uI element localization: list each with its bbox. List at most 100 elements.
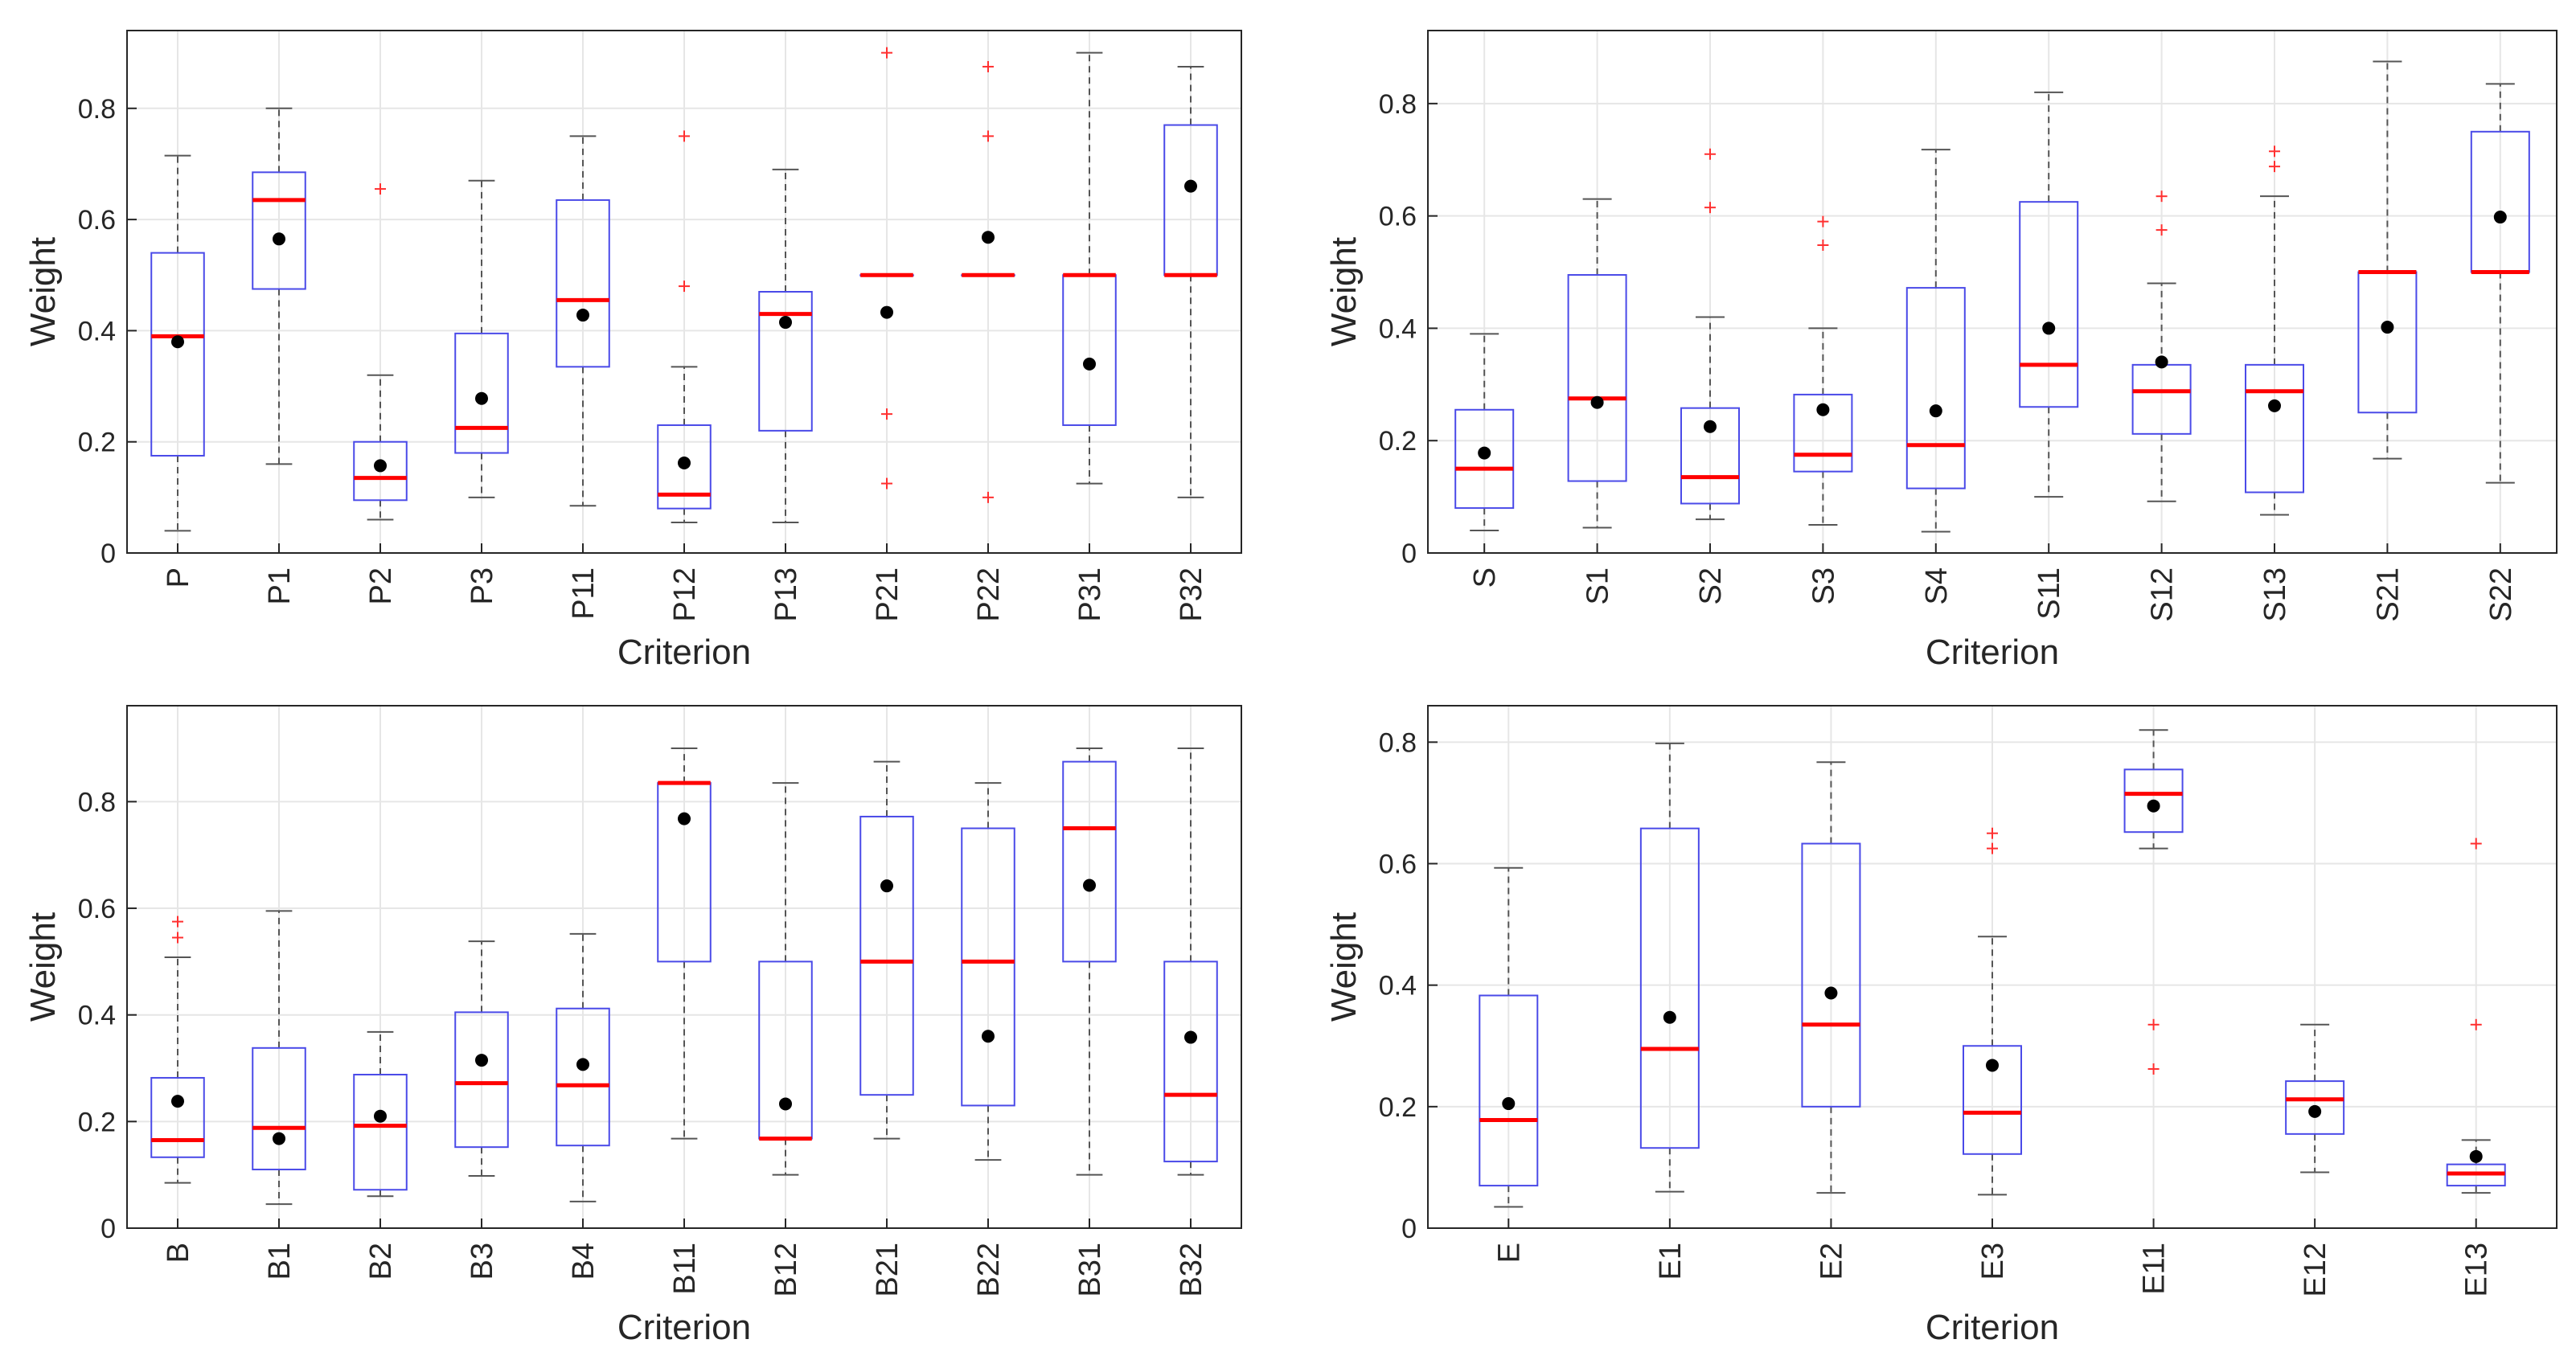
box-S3 <box>1793 215 1853 526</box>
y-tick-label: 0.2 <box>1379 426 1417 457</box>
y-tick-label: 0 <box>1401 1214 1417 1244</box>
outlier-marker <box>375 183 386 195</box>
x-tick-label: B <box>162 1243 195 1263</box>
x-tick-label: P12 <box>668 567 702 622</box>
x-tick-label: E2 <box>1815 1243 1848 1280</box>
outlier-marker <box>1704 148 1716 160</box>
box-P1 <box>252 107 306 465</box>
mean-marker <box>1478 446 1491 460</box>
iqr-box <box>353 440 408 502</box>
x-tick-label: B32 <box>1175 1243 1208 1297</box>
box-P22 <box>961 60 1015 503</box>
mean-marker <box>880 879 893 893</box>
box-B12 <box>758 782 813 1176</box>
mean-marker <box>880 305 893 319</box>
mean-marker <box>2147 799 2160 813</box>
outlier-marker <box>2269 161 2280 173</box>
iqr-box <box>556 199 610 368</box>
box-S11 <box>2019 91 2079 498</box>
box-B32 <box>1163 747 1218 1176</box>
iqr-box <box>961 827 1015 1107</box>
x-tick-label: S2 <box>1694 567 1728 604</box>
x-tick-label: S21 <box>2371 567 2405 622</box>
y-tick-label: 0.2 <box>1379 1092 1417 1123</box>
outlier-marker <box>679 130 690 142</box>
y-tick-label: 0.4 <box>1379 971 1417 1001</box>
mean-marker <box>1929 404 1942 418</box>
x-tick-label: P22 <box>972 567 1006 622</box>
mean-marker <box>576 309 589 322</box>
y-tick-label: 0 <box>100 539 116 569</box>
mean-marker <box>1184 179 1197 193</box>
iqr-box <box>1163 960 1218 1163</box>
x-tick-label: B21 <box>871 1243 904 1297</box>
x-tick-label: B1 <box>263 1243 297 1280</box>
box-B4 <box>556 932 610 1202</box>
y-axis-label: Weight <box>23 237 63 346</box>
mean-marker <box>779 316 792 330</box>
iqr-box <box>1062 760 1117 963</box>
y-axis-label: Weight <box>1324 912 1364 1022</box>
mean-marker <box>2469 1149 2483 1163</box>
mean-marker <box>1986 1059 1999 1072</box>
mean-marker <box>273 1132 285 1145</box>
x-tick-label: P13 <box>769 567 803 622</box>
box-B11 <box>657 747 712 1140</box>
x-tick-label: E13 <box>2460 1243 2494 1297</box>
x-axis-label: Criterion <box>617 633 751 672</box>
boxplot-panel-3: 0 0.2 0.4 0.6 0.8 B B1 B2 B3 B4 B11 B12 B21 B22 B31 B32… <box>23 705 1242 1347</box>
outlier-marker <box>982 491 994 503</box>
x-tick-label: S11 <box>2032 567 2066 620</box>
y-tick-label: 0.4 <box>78 1001 116 1031</box>
outlier-marker <box>2147 1063 2160 1075</box>
x-tick-label: S3 <box>1807 567 1840 604</box>
outlier-marker <box>172 915 183 928</box>
y-tick-label: 0.2 <box>78 428 116 458</box>
box-B1 <box>252 910 306 1206</box>
mean-marker <box>779 1097 792 1111</box>
iqr-box <box>1567 274 1627 482</box>
mean-marker <box>1083 879 1096 892</box>
box-P12 <box>657 130 712 523</box>
mean-marker <box>2042 322 2056 335</box>
iqr-box <box>2123 768 2184 833</box>
y-axis-label: Weight <box>1324 237 1364 346</box>
x-tick-label: B11 <box>668 1243 702 1295</box>
iqr-box <box>150 1076 205 1158</box>
box-E <box>1479 866 1539 1208</box>
iqr-box <box>2019 201 2079 408</box>
x-tick-label: B2 <box>364 1243 398 1280</box>
mean-marker <box>171 335 184 349</box>
x-tick-label: B4 <box>567 1243 601 1280</box>
outlier-marker <box>982 60 994 72</box>
mean-marker <box>1704 420 1717 433</box>
box-E12 <box>2285 1023 2345 1173</box>
box-P2 <box>353 183 408 521</box>
box-S21 <box>2357 60 2418 460</box>
y-tick-label: 0.2 <box>78 1107 116 1137</box>
x-tick-label: S12 <box>2146 567 2180 622</box>
iqr-box <box>1801 842 1861 1108</box>
y-tick-label: 0.8 <box>1379 89 1417 120</box>
x-tick-label: B12 <box>769 1243 803 1297</box>
outlier-marker <box>982 130 994 142</box>
x-tick-label: P1 <box>263 567 297 604</box>
x-tick-label: S22 <box>2484 567 2518 622</box>
x-tick-label: S1 <box>1581 567 1615 604</box>
axes-frame <box>1427 30 2558 554</box>
mean-marker <box>2493 211 2507 224</box>
outlier-marker <box>1987 842 1998 854</box>
x-tick-label: E3 <box>1976 1243 2010 1280</box>
mean-marker <box>576 1058 589 1071</box>
mean-marker <box>475 391 488 405</box>
y-tick-label: 0.8 <box>78 94 116 125</box>
box-S4 <box>1905 149 1966 533</box>
mean-marker <box>2155 355 2168 369</box>
y-tick-label: 0.4 <box>78 316 116 346</box>
x-tick-label: P3 <box>466 567 499 604</box>
outlier-marker <box>1987 827 1998 839</box>
box-P11 <box>556 135 610 507</box>
box-E3 <box>1963 827 2022 1196</box>
iqr-box <box>1454 408 1515 510</box>
